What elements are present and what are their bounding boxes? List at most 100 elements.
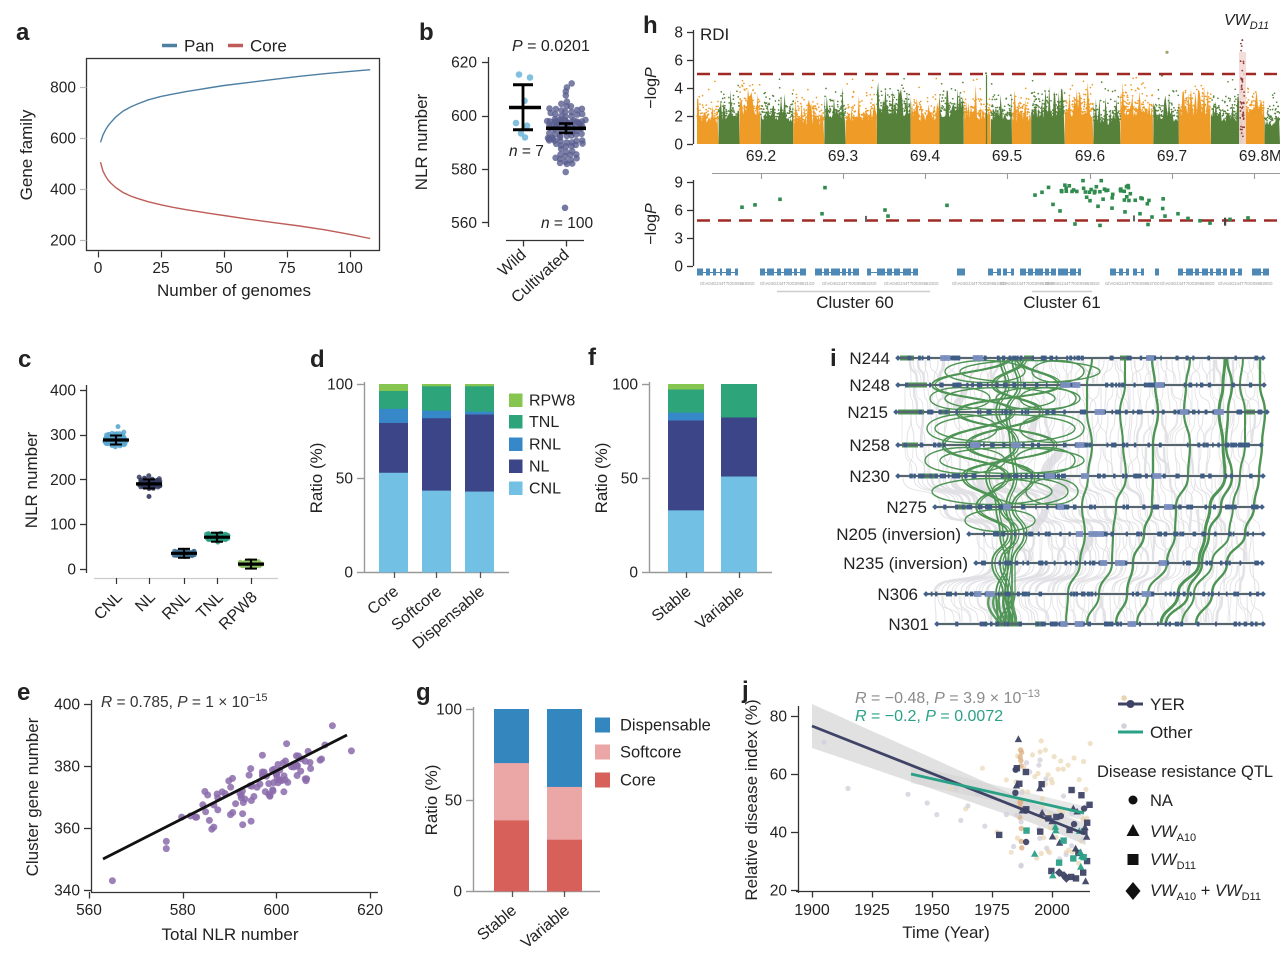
svg-text:Softcore: Softcore bbox=[620, 744, 681, 762]
svg-text:M: M bbox=[1269, 148, 1280, 165]
svg-text:GhA04G244T7I0G098638G0: GhA04G244T7I0G098638G0 bbox=[1160, 281, 1215, 286]
svg-text:h: h bbox=[643, 12, 658, 39]
svg-text:GhA04G244T7I0G098633G0: GhA04G244T7I0G098633G0 bbox=[884, 281, 939, 286]
svg-text:GhA04G244T7I0G098639G0: GhA04G244T7I0G098639G0 bbox=[1218, 281, 1273, 286]
svg-text:GhA04G244T7I0G098632G0: GhA04G244T7I0G098632G0 bbox=[822, 281, 877, 286]
svg-text:N258: N258 bbox=[849, 436, 890, 455]
svg-text:P = 0.0201: P = 0.0201 bbox=[512, 38, 590, 55]
svg-text:1925: 1925 bbox=[854, 902, 890, 919]
svg-text:Cluster 60: Cluster 60 bbox=[816, 293, 893, 312]
svg-text:200: 200 bbox=[50, 233, 76, 250]
svg-text:100: 100 bbox=[50, 517, 76, 534]
svg-text:R = −0.48, P = 3.9 × 10−13: R = −0.48, P = 3.9 × 10−13 bbox=[855, 688, 1040, 707]
svg-text:100: 100 bbox=[436, 702, 462, 719]
svg-text:100: 100 bbox=[327, 377, 353, 394]
svg-text:N244: N244 bbox=[849, 349, 890, 368]
svg-text:d: d bbox=[310, 346, 325, 373]
svg-text:620: 620 bbox=[357, 902, 383, 919]
svg-text:N306: N306 bbox=[877, 585, 918, 604]
svg-text:c: c bbox=[18, 346, 31, 373]
svg-text:50: 50 bbox=[445, 793, 463, 810]
svg-text:GhA04G244T7I0G098631G0: GhA04G244T7I0G098631G0 bbox=[760, 281, 815, 286]
svg-text:69.8: 69.8 bbox=[1239, 148, 1269, 165]
svg-text:2: 2 bbox=[674, 109, 683, 126]
svg-text:0: 0 bbox=[67, 562, 76, 579]
svg-text:40: 40 bbox=[770, 825, 788, 842]
svg-text:580: 580 bbox=[451, 162, 477, 179]
svg-text:69.3: 69.3 bbox=[828, 148, 858, 165]
svg-text:1975: 1975 bbox=[974, 902, 1010, 919]
svg-text:Cluster 61: Cluster 61 bbox=[1023, 293, 1100, 312]
svg-text:GhA04G244T7I0G098636G0: GhA04G244T7I0G098636G0 bbox=[1045, 281, 1100, 286]
svg-text:VWD11: VWD11 bbox=[1150, 851, 1196, 872]
svg-text:N235 (inversion): N235 (inversion) bbox=[843, 554, 968, 573]
svg-text:360: 360 bbox=[54, 821, 80, 838]
svg-text:50: 50 bbox=[215, 260, 233, 277]
svg-text:NL: NL bbox=[529, 459, 550, 476]
svg-text:8: 8 bbox=[674, 25, 683, 42]
svg-text:1900: 1900 bbox=[794, 902, 830, 919]
svg-text:Core: Core bbox=[620, 772, 656, 790]
svg-text:VWD11: VWD11 bbox=[1224, 12, 1269, 32]
svg-text:N215: N215 bbox=[847, 403, 888, 422]
svg-text:j: j bbox=[741, 677, 749, 704]
svg-text:80: 80 bbox=[770, 709, 788, 726]
svg-text:1950: 1950 bbox=[914, 902, 950, 919]
svg-text:Dispensable: Dispensable bbox=[620, 717, 711, 735]
svg-text:200: 200 bbox=[50, 472, 76, 489]
svg-text:0: 0 bbox=[674, 137, 683, 154]
svg-text:Total NLR number: Total NLR number bbox=[161, 925, 298, 944]
svg-text:Ratio (%): Ratio (%) bbox=[592, 443, 611, 514]
svg-text:n = 7: n = 7 bbox=[509, 143, 544, 160]
svg-text:100: 100 bbox=[612, 377, 638, 394]
svg-text:2000: 2000 bbox=[1034, 902, 1070, 919]
svg-text:69.2: 69.2 bbox=[746, 148, 776, 165]
svg-text:20: 20 bbox=[770, 883, 788, 900]
svg-text:CNL: CNL bbox=[529, 481, 561, 498]
svg-text:800: 800 bbox=[50, 80, 76, 97]
svg-text:60: 60 bbox=[770, 767, 788, 784]
svg-text:−logP: −logP bbox=[643, 203, 660, 245]
svg-text:NLR number: NLR number bbox=[22, 431, 41, 528]
svg-text:n = 100: n = 100 bbox=[541, 215, 594, 232]
svg-text:Ratio (%): Ratio (%) bbox=[422, 765, 441, 836]
svg-text:Relative disease index (%): Relative disease index (%) bbox=[742, 699, 761, 900]
svg-text:GhA04G244T7I0G098635G0: GhA04G244T7I0G098635G0 bbox=[1000, 281, 1055, 286]
svg-text:VWA10 + VWD11: VWA10 + VWD11 bbox=[1150, 882, 1261, 903]
svg-text:0: 0 bbox=[344, 565, 353, 582]
svg-text:R = 0.785, P = 1 × 10−15: R = 0.785, P = 1 × 10−15 bbox=[101, 692, 268, 711]
svg-text:b: b bbox=[419, 19, 434, 46]
svg-text:−logP: −logP bbox=[643, 67, 660, 109]
svg-text:560: 560 bbox=[76, 902, 102, 919]
svg-text:R = −0.2, P = 0.0072: R = −0.2, P = 0.0072 bbox=[855, 708, 1003, 725]
svg-text:e: e bbox=[17, 679, 30, 706]
svg-text:50: 50 bbox=[336, 471, 354, 488]
svg-text:600: 600 bbox=[451, 108, 477, 125]
svg-text:Pan: Pan bbox=[184, 37, 214, 56]
svg-text:600: 600 bbox=[263, 902, 289, 919]
svg-text:Gene family: Gene family bbox=[17, 109, 36, 200]
svg-text:6: 6 bbox=[674, 203, 683, 220]
svg-text:69.4: 69.4 bbox=[910, 148, 941, 165]
svg-text:69.7: 69.7 bbox=[1157, 148, 1187, 165]
svg-text:Number of genomes: Number of genomes bbox=[157, 281, 311, 300]
svg-text:Disease resistance QTL: Disease resistance QTL bbox=[1097, 763, 1273, 781]
svg-text:YER: YER bbox=[1150, 695, 1185, 714]
svg-text:N275: N275 bbox=[886, 498, 927, 517]
svg-text:g: g bbox=[416, 679, 431, 706]
svg-text:75: 75 bbox=[278, 260, 295, 277]
svg-text:580: 580 bbox=[170, 902, 196, 919]
svg-text:f: f bbox=[588, 344, 597, 371]
svg-text:GhA04G244T7I0G098637G0: GhA04G244T7I0G098637G0 bbox=[1105, 281, 1160, 286]
svg-text:N230: N230 bbox=[849, 467, 890, 486]
svg-text:6: 6 bbox=[674, 53, 683, 70]
svg-text:69.5: 69.5 bbox=[992, 148, 1022, 165]
svg-text:400: 400 bbox=[54, 697, 80, 714]
svg-text:560: 560 bbox=[451, 215, 477, 232]
svg-text:0: 0 bbox=[94, 260, 103, 277]
svg-text:69.6: 69.6 bbox=[1075, 148, 1105, 165]
svg-text:Time (Year): Time (Year) bbox=[902, 923, 990, 942]
svg-text:4: 4 bbox=[674, 81, 683, 98]
svg-text:0: 0 bbox=[453, 884, 462, 901]
svg-text:300: 300 bbox=[50, 427, 76, 444]
